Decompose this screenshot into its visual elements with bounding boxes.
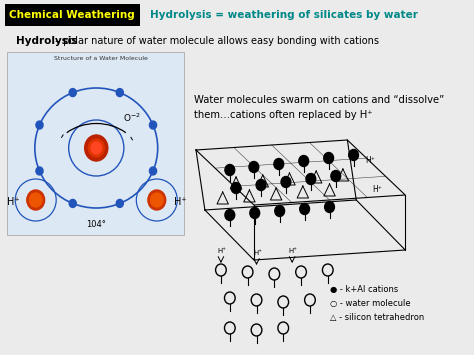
Circle shape — [149, 121, 156, 129]
Circle shape — [256, 180, 266, 191]
Text: H⁺: H⁺ — [218, 248, 227, 254]
Circle shape — [300, 203, 310, 214]
Circle shape — [116, 200, 123, 207]
Circle shape — [69, 200, 76, 207]
Circle shape — [88, 139, 104, 157]
Text: Water molecules swarm on cations and “dissolve”: Water molecules swarm on cations and “di… — [194, 95, 445, 105]
Text: △ - silicon tetrahedron: △ - silicon tetrahedron — [329, 313, 424, 322]
Text: H⁺: H⁺ — [372, 185, 382, 194]
Circle shape — [249, 162, 259, 173]
Circle shape — [91, 142, 101, 154]
FancyBboxPatch shape — [5, 4, 140, 26]
Text: O$^{-2}$: O$^{-2}$ — [123, 112, 141, 124]
Text: them…cations often replaced by H⁺: them…cations often replaced by H⁺ — [194, 110, 373, 120]
Text: Chemical Weathering: Chemical Weathering — [9, 10, 135, 20]
Circle shape — [36, 167, 43, 175]
Circle shape — [306, 174, 316, 185]
Circle shape — [85, 135, 108, 161]
Circle shape — [149, 167, 156, 175]
Text: ● - k+Al cations: ● - k+Al cations — [329, 285, 398, 294]
Circle shape — [275, 206, 284, 217]
Circle shape — [324, 153, 334, 164]
Text: – polar nature of water molecule allows easy bonding with cations: – polar nature of water molecule allows … — [52, 36, 379, 46]
Text: Structure of a Water Molecule: Structure of a Water Molecule — [54, 56, 147, 61]
Circle shape — [349, 149, 358, 160]
Circle shape — [225, 209, 235, 220]
Circle shape — [36, 121, 43, 129]
Text: Hydrolysis = weathering of silicates by water: Hydrolysis = weathering of silicates by … — [150, 10, 418, 20]
Text: Hydrolysis: Hydrolysis — [16, 36, 78, 46]
Circle shape — [325, 202, 335, 213]
Circle shape — [274, 158, 284, 169]
Circle shape — [225, 164, 235, 175]
Text: H⁺: H⁺ — [173, 197, 186, 207]
Text: H⁺: H⁺ — [253, 250, 262, 256]
Circle shape — [116, 88, 123, 97]
Circle shape — [148, 190, 166, 210]
Circle shape — [250, 208, 260, 218]
Circle shape — [331, 170, 341, 181]
Circle shape — [69, 88, 76, 97]
Circle shape — [281, 176, 291, 187]
Text: 104°: 104° — [86, 220, 106, 229]
Circle shape — [151, 193, 163, 207]
Text: H⁺: H⁺ — [7, 197, 20, 207]
Circle shape — [231, 182, 241, 193]
Circle shape — [29, 193, 42, 207]
Circle shape — [27, 190, 45, 210]
Text: ○ - water molecule: ○ - water molecule — [329, 299, 410, 308]
FancyBboxPatch shape — [7, 52, 183, 235]
Text: H⁺: H⁺ — [365, 156, 375, 165]
Text: H⁺: H⁺ — [289, 248, 298, 254]
Circle shape — [299, 155, 309, 166]
